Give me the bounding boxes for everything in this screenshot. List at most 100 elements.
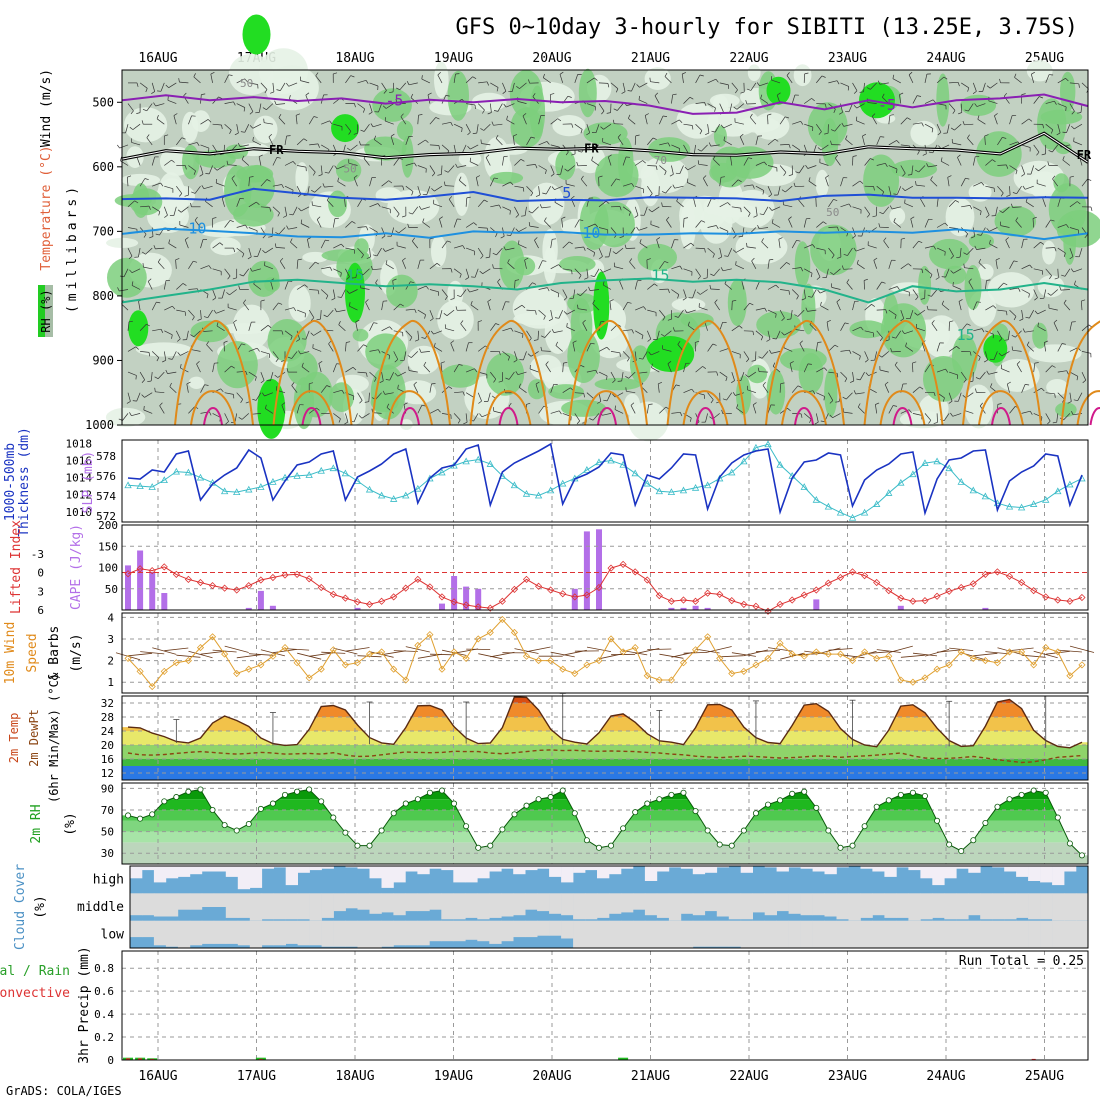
panel-frame — [122, 613, 1088, 693]
temp-band — [122, 703, 1088, 717]
isotherm-30 — [1091, 408, 1100, 425]
rh-marker — [367, 843, 372, 848]
y-tick-label: 90 — [101, 782, 114, 795]
wind-barb — [1091, 207, 1092, 211]
wind-barb — [741, 208, 742, 212]
y-tick-label: 0.4 — [94, 1008, 114, 1021]
cloud-gap-high — [561, 866, 573, 882]
rh-saturated-patch — [257, 379, 285, 439]
date-label-top: 20AUG — [532, 51, 571, 66]
wind10m-axis-label-3: & Barbs — [47, 626, 62, 681]
cloud-gap-high — [286, 866, 298, 885]
wind-barb — [747, 243, 748, 247]
cloud-gap-low — [202, 921, 214, 944]
rh-moist-patch — [1063, 215, 1076, 265]
cloud-gap-high — [465, 866, 477, 882]
cloud-gap-low — [334, 921, 346, 947]
millibars-axis-label: (millibars) — [65, 183, 80, 313]
rh-dry-patch — [253, 116, 277, 144]
cloud-gap-low — [382, 921, 394, 947]
date-label-bottom: 22AUG — [729, 1069, 768, 1084]
date-label-top: 24AUG — [926, 51, 965, 66]
cloud-gap-high — [573, 866, 585, 873]
rh-moist-patch — [548, 384, 584, 399]
cloud-gap-high — [298, 866, 310, 873]
rh-dry-patch — [529, 183, 565, 226]
contour-label: 10 — [188, 219, 206, 237]
date-label-bottom: 17AUG — [237, 1069, 276, 1084]
cloud-gap-middle — [765, 893, 777, 915]
cloud-gap-low — [489, 921, 501, 944]
rh-marker — [705, 828, 710, 833]
cloud-gap-middle — [334, 893, 346, 911]
cape-bar — [693, 606, 699, 610]
cloud-gap-high — [190, 866, 202, 874]
rh-moist-patch — [233, 203, 274, 227]
y-tick-label: 16 — [101, 753, 114, 766]
rh-saturated-patch — [331, 114, 359, 142]
run-total-annotation: Run Total = 0.25 — [959, 954, 1084, 969]
rh-dry-patch — [1042, 241, 1056, 265]
rh-band — [122, 783, 1088, 799]
rh-dry-patch — [431, 235, 446, 267]
y-tick-label: 0 — [107, 1054, 114, 1067]
cloud-gap-high — [525, 866, 537, 870]
cloud-gap-low — [154, 921, 166, 946]
precip-total-label: Total / Rain — [0, 964, 70, 979]
wind-barb — [626, 387, 627, 391]
cloud-gap-middle — [358, 893, 370, 909]
cloud-gap-low — [130, 921, 142, 937]
cape-bar — [270, 606, 276, 610]
cloud-gap-low — [609, 921, 621, 948]
cloud-gap-high — [1016, 866, 1028, 877]
rh-marker — [415, 797, 420, 802]
cloud-gap-high — [130, 866, 142, 878]
rh-marker — [862, 824, 867, 829]
cloud-gap-low — [992, 921, 1004, 948]
rh-dry-patch — [437, 300, 474, 339]
rh-dry-patch — [295, 162, 308, 194]
wind-barb — [769, 259, 773, 260]
date-label-bottom: 16AUG — [138, 1069, 177, 1084]
cloud-gap-middle — [1040, 893, 1052, 919]
cloud-gap-high — [585, 866, 597, 870]
cloud-gap-low — [956, 921, 968, 948]
panel-frame — [122, 525, 1088, 610]
cloud-gap-high — [417, 866, 429, 874]
surface-wind-barb — [720, 656, 744, 657]
cloud-gap-middle — [1064, 893, 1076, 920]
rh-marker — [198, 787, 203, 792]
cloud-gap-middle — [525, 893, 537, 909]
rh-marker — [753, 811, 758, 816]
date-label-top: 23AUG — [828, 51, 867, 66]
wind10m-axis-label-2: Speed — [25, 633, 40, 672]
rh-marker — [983, 820, 988, 825]
cloud-gap-low — [980, 921, 992, 948]
rh-dry-patch — [1027, 60, 1053, 81]
cloud-gap-middle — [789, 893, 801, 914]
rh-marker — [125, 813, 130, 818]
rh-marker — [222, 823, 227, 828]
wind-barb — [897, 169, 898, 173]
rh-marker — [1031, 788, 1036, 793]
wind-barb — [780, 144, 789, 145]
cloud-gap-middle — [441, 893, 453, 919]
rh-marker — [307, 787, 312, 792]
rh-marker — [729, 843, 734, 848]
date-label-top: 18AUG — [335, 51, 374, 66]
cloud-gap-low — [1064, 921, 1076, 948]
cloud-gap-middle — [597, 893, 609, 918]
rh-marker — [282, 792, 287, 797]
rh-moist-patch — [182, 145, 200, 179]
contour-label: 70 — [654, 154, 667, 167]
wind-speed-line — [128, 620, 1082, 687]
cloud-gap-middle — [537, 893, 549, 911]
cloud-gap-middle — [130, 893, 142, 915]
cloud-gap-high — [513, 866, 525, 874]
cape-bar — [161, 593, 167, 610]
rh-marker — [669, 792, 674, 797]
rh-marker — [777, 798, 782, 803]
cloud-gap-middle — [633, 893, 645, 909]
wind-barb — [1063, 132, 1067, 133]
rh-marker — [548, 794, 553, 799]
